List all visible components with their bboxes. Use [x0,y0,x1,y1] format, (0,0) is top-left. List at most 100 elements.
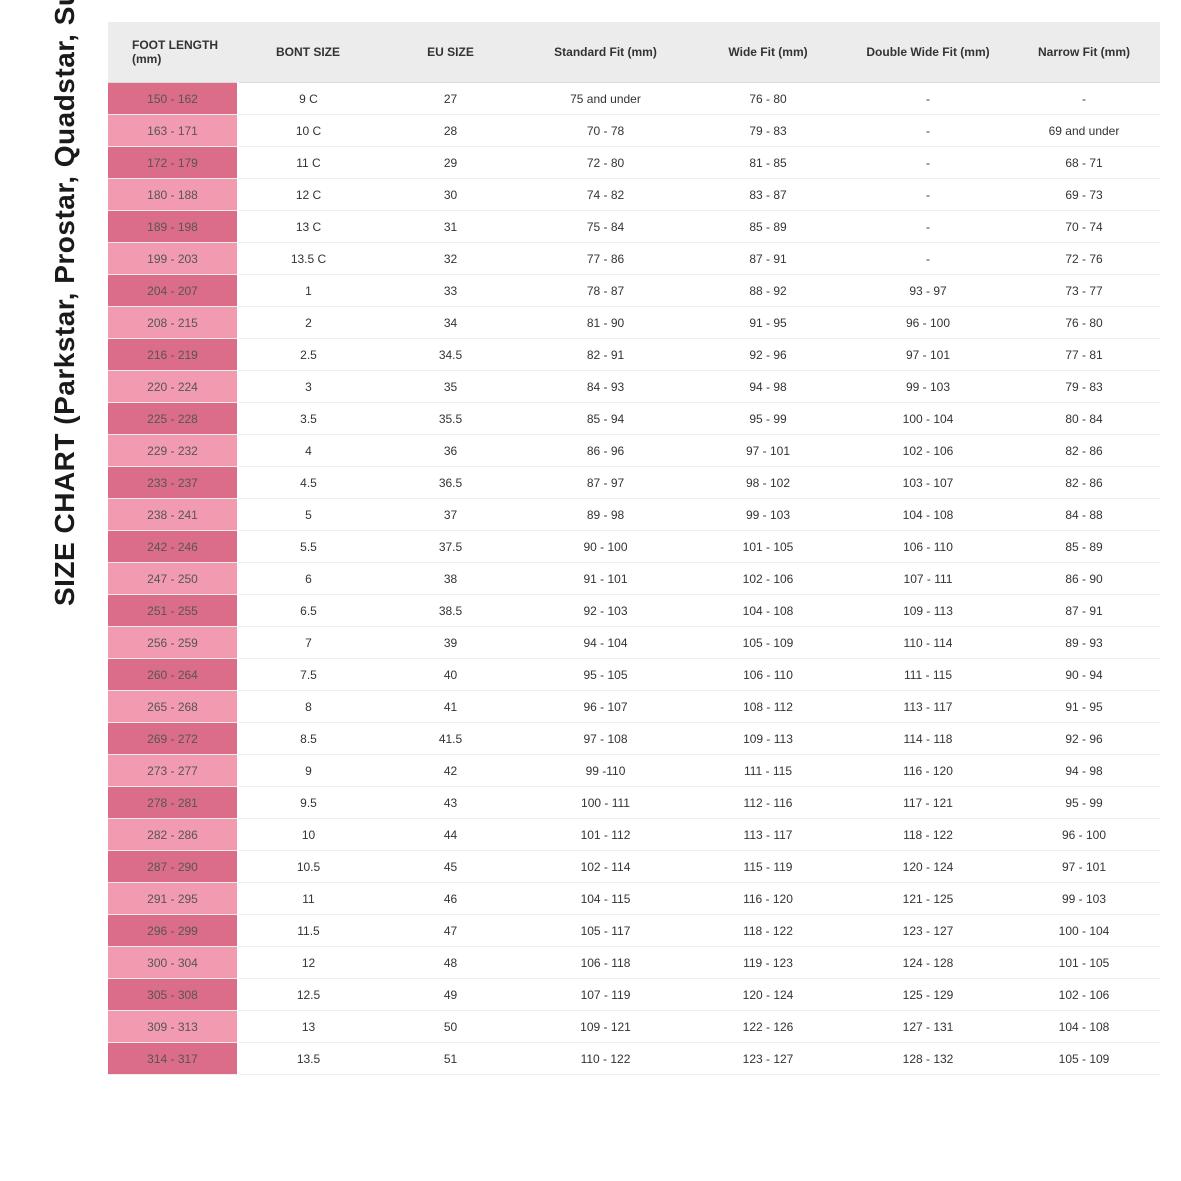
data-cell: - [848,83,1008,115]
data-cell: 85 - 89 [688,211,848,243]
table-row: 172 - 17911 C2972 - 8081 - 85-68 - 71 [108,147,1160,179]
foot-length-cell: 251 - 255 [108,595,238,627]
data-cell: 112 - 116 [688,787,848,819]
col-header: FOOT LENGTH (mm) [108,22,238,83]
table-row: 229 - 23243686 - 9697 - 101102 - 10682 -… [108,435,1160,467]
foot-length-cell: 229 - 232 [108,435,238,467]
foot-length-cell: 269 - 272 [108,723,238,755]
page-title: SIZE CHART (Parkstar, Prostar, Quadstar,… [49,0,81,606]
foot-length-cell: 220 - 224 [108,371,238,403]
data-cell: 12.5 [238,979,378,1011]
data-cell: 121 - 125 [848,883,1008,915]
data-cell: 108 - 112 [688,691,848,723]
foot-length-cell: 256 - 259 [108,627,238,659]
data-cell: 120 - 124 [688,979,848,1011]
table-row: 204 - 20713378 - 8788 - 9293 - 9773 - 77 [108,275,1160,307]
table-row: 247 - 25063891 - 101102 - 106107 - 11186… [108,563,1160,595]
data-cell: 92 - 103 [523,595,688,627]
data-cell: 96 - 100 [848,307,1008,339]
data-cell: 117 - 121 [848,787,1008,819]
data-cell: 119 - 123 [688,947,848,979]
data-cell: 74 - 82 [523,179,688,211]
data-cell: 51 [378,1043,523,1075]
data-cell: 81 - 85 [688,147,848,179]
data-cell: 99 - 103 [688,499,848,531]
table-row: 180 - 18812 C3074 - 8283 - 87-69 - 73 [108,179,1160,211]
data-cell: 39 [378,627,523,659]
size-chart-table: FOOT LENGTH (mm) BONT SIZE EU SIZE Stand… [108,22,1160,1075]
table-row: 309 - 3131350109 - 121122 - 126127 - 131… [108,1011,1160,1043]
table-row: 233 - 2374.536.587 - 9798 - 102103 - 107… [108,467,1160,499]
data-cell: - [848,115,1008,147]
foot-length-cell: 225 - 228 [108,403,238,435]
data-cell: 82 - 86 [1008,467,1160,499]
data-cell: 48 [378,947,523,979]
table-row: 287 - 29010.545102 - 114115 - 119120 - 1… [108,851,1160,883]
data-cell: 3.5 [238,403,378,435]
data-cell: 128 - 132 [848,1043,1008,1075]
data-cell: 89 - 98 [523,499,688,531]
table-row: 265 - 26884196 - 107108 - 112113 - 11791… [108,691,1160,723]
data-cell: 69 - 73 [1008,179,1160,211]
data-cell: 91 - 95 [1008,691,1160,723]
data-cell: 27 [378,83,523,115]
table-row: 189 - 19813 C3175 - 8485 - 89-70 - 74 [108,211,1160,243]
data-cell: 118 - 122 [848,819,1008,851]
data-cell: 70 - 74 [1008,211,1160,243]
data-cell: 81 - 90 [523,307,688,339]
data-cell: 29 [378,147,523,179]
data-cell: 106 - 118 [523,947,688,979]
col-header: Double Wide Fit (mm) [848,22,1008,83]
data-cell: 78 - 87 [523,275,688,307]
data-cell: 68 - 71 [1008,147,1160,179]
data-cell: 85 - 89 [1008,531,1160,563]
foot-length-cell: 233 - 237 [108,467,238,499]
data-cell: 73 - 77 [1008,275,1160,307]
data-cell: 111 - 115 [848,659,1008,691]
table-row: 208 - 21523481 - 9091 - 9596 - 10076 - 8… [108,307,1160,339]
data-cell: 116 - 120 [688,883,848,915]
data-cell: 113 - 117 [688,819,848,851]
data-cell: 46 [378,883,523,915]
data-cell: 90 - 100 [523,531,688,563]
data-cell: 72 - 76 [1008,243,1160,275]
table-row: 314 - 31713.551110 - 122123 - 127128 - 1… [108,1043,1160,1075]
data-cell: 36 [378,435,523,467]
data-cell: 99 -110 [523,755,688,787]
data-cell: 86 - 90 [1008,563,1160,595]
data-cell: 97 - 101 [848,339,1008,371]
data-cell: 72 - 80 [523,147,688,179]
foot-length-cell: 278 - 281 [108,787,238,819]
data-cell: 95 - 105 [523,659,688,691]
table-row: 291 - 2951146104 - 115116 - 120121 - 125… [108,883,1160,915]
data-cell: 82 - 91 [523,339,688,371]
data-cell: 106 - 110 [688,659,848,691]
foot-length-cell: 296 - 299 [108,915,238,947]
data-cell: 94 - 98 [688,371,848,403]
data-cell: 85 - 94 [523,403,688,435]
data-cell: 97 - 108 [523,723,688,755]
data-cell: 103 - 107 [848,467,1008,499]
data-cell: 6.5 [238,595,378,627]
data-cell: 43 [378,787,523,819]
data-cell: 12 C [238,179,378,211]
data-cell: 36.5 [378,467,523,499]
table-row: 305 - 30812.549107 - 119120 - 124125 - 1… [108,979,1160,1011]
foot-length-cell: 189 - 198 [108,211,238,243]
data-cell: 109 - 121 [523,1011,688,1043]
data-cell: 91 - 101 [523,563,688,595]
data-cell: 9 C [238,83,378,115]
data-cell: - [848,179,1008,211]
data-cell: 89 - 93 [1008,627,1160,659]
data-cell: 82 - 86 [1008,435,1160,467]
table-row: 242 - 2465.537.590 - 100101 - 105106 - 1… [108,531,1160,563]
data-cell: 7 [238,627,378,659]
table-row: 260 - 2647.54095 - 105106 - 110111 - 115… [108,659,1160,691]
data-cell: 114 - 118 [848,723,1008,755]
data-cell: 123 - 127 [848,915,1008,947]
data-cell: 13 C [238,211,378,243]
data-cell: 102 - 106 [1008,979,1160,1011]
foot-length-cell: 172 - 179 [108,147,238,179]
data-cell: 87 - 91 [1008,595,1160,627]
data-cell: 96 - 100 [1008,819,1160,851]
